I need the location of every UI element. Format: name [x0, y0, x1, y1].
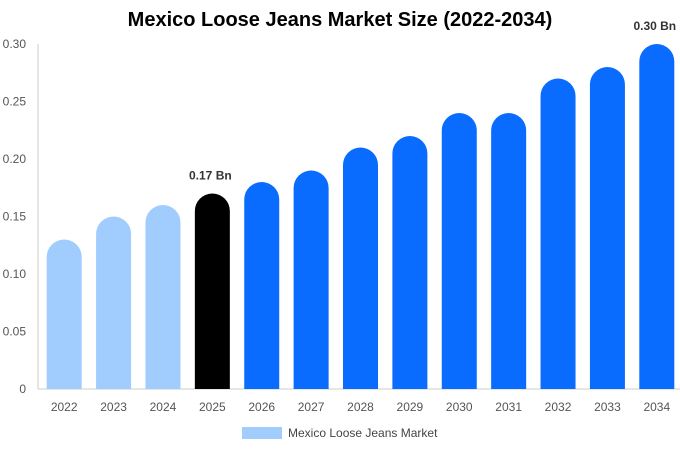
bar-2030	[441, 113, 477, 389]
x-tick-label: 2023	[100, 400, 127, 414]
bar-2025	[194, 193, 230, 389]
x-tick-label: 2029	[397, 400, 424, 414]
data-label-2034: 0.30 Bn	[633, 19, 676, 33]
legend-label: Mexico Loose Jeans Market	[288, 426, 438, 440]
legend: Mexico Loose Jeans Market	[242, 426, 438, 440]
x-tick-label: 2033	[594, 400, 621, 414]
bar-2026	[244, 182, 280, 389]
y-tick-label: 0.20	[3, 152, 27, 166]
x-tick-label: 2030	[446, 400, 473, 414]
y-tick-label: 0.05	[3, 325, 27, 339]
y-tick-label: 0.30	[3, 37, 27, 51]
bar-2028	[343, 147, 378, 389]
bars-group	[46, 44, 675, 389]
x-tick-label: 2026	[248, 400, 275, 414]
y-tick-label: 0.25	[3, 95, 27, 109]
bar-2023	[96, 216, 132, 389]
x-tick-label: 2034	[643, 400, 670, 414]
y-tick-label: 0.10	[3, 267, 27, 281]
labels-group: 2022 2023 2024 2025 2026 2027 2028 2029 2030 2031…	[51, 19, 676, 414]
x-tick-label: 2031	[495, 400, 522, 414]
y-tick-label: 0	[19, 382, 26, 396]
legend-swatch	[242, 427, 282, 439]
chart-title: Mexico Loose Jeans Market Size (2022-203…	[127, 9, 553, 31]
y-tick-label: 0.15	[3, 210, 27, 224]
bar-2034	[639, 44, 675, 389]
data-label-2025: 0.17 Bn	[189, 169, 232, 183]
bar-2022	[46, 239, 82, 389]
x-tick-label: 2022	[51, 400, 78, 414]
bar-2027	[293, 170, 329, 389]
x-tick-label: 2025	[199, 400, 226, 414]
bar-2032	[540, 78, 576, 389]
bar-2031	[491, 112, 527, 389]
x-tick-label: 2027	[298, 400, 325, 414]
bar-2033	[589, 67, 625, 389]
bar-2029	[392, 136, 428, 389]
x-tick-label: 2024	[150, 400, 177, 414]
x-tick-label: 2028	[347, 400, 374, 414]
bar-2024	[145, 205, 181, 389]
x-tick-label: 2032	[545, 400, 572, 414]
